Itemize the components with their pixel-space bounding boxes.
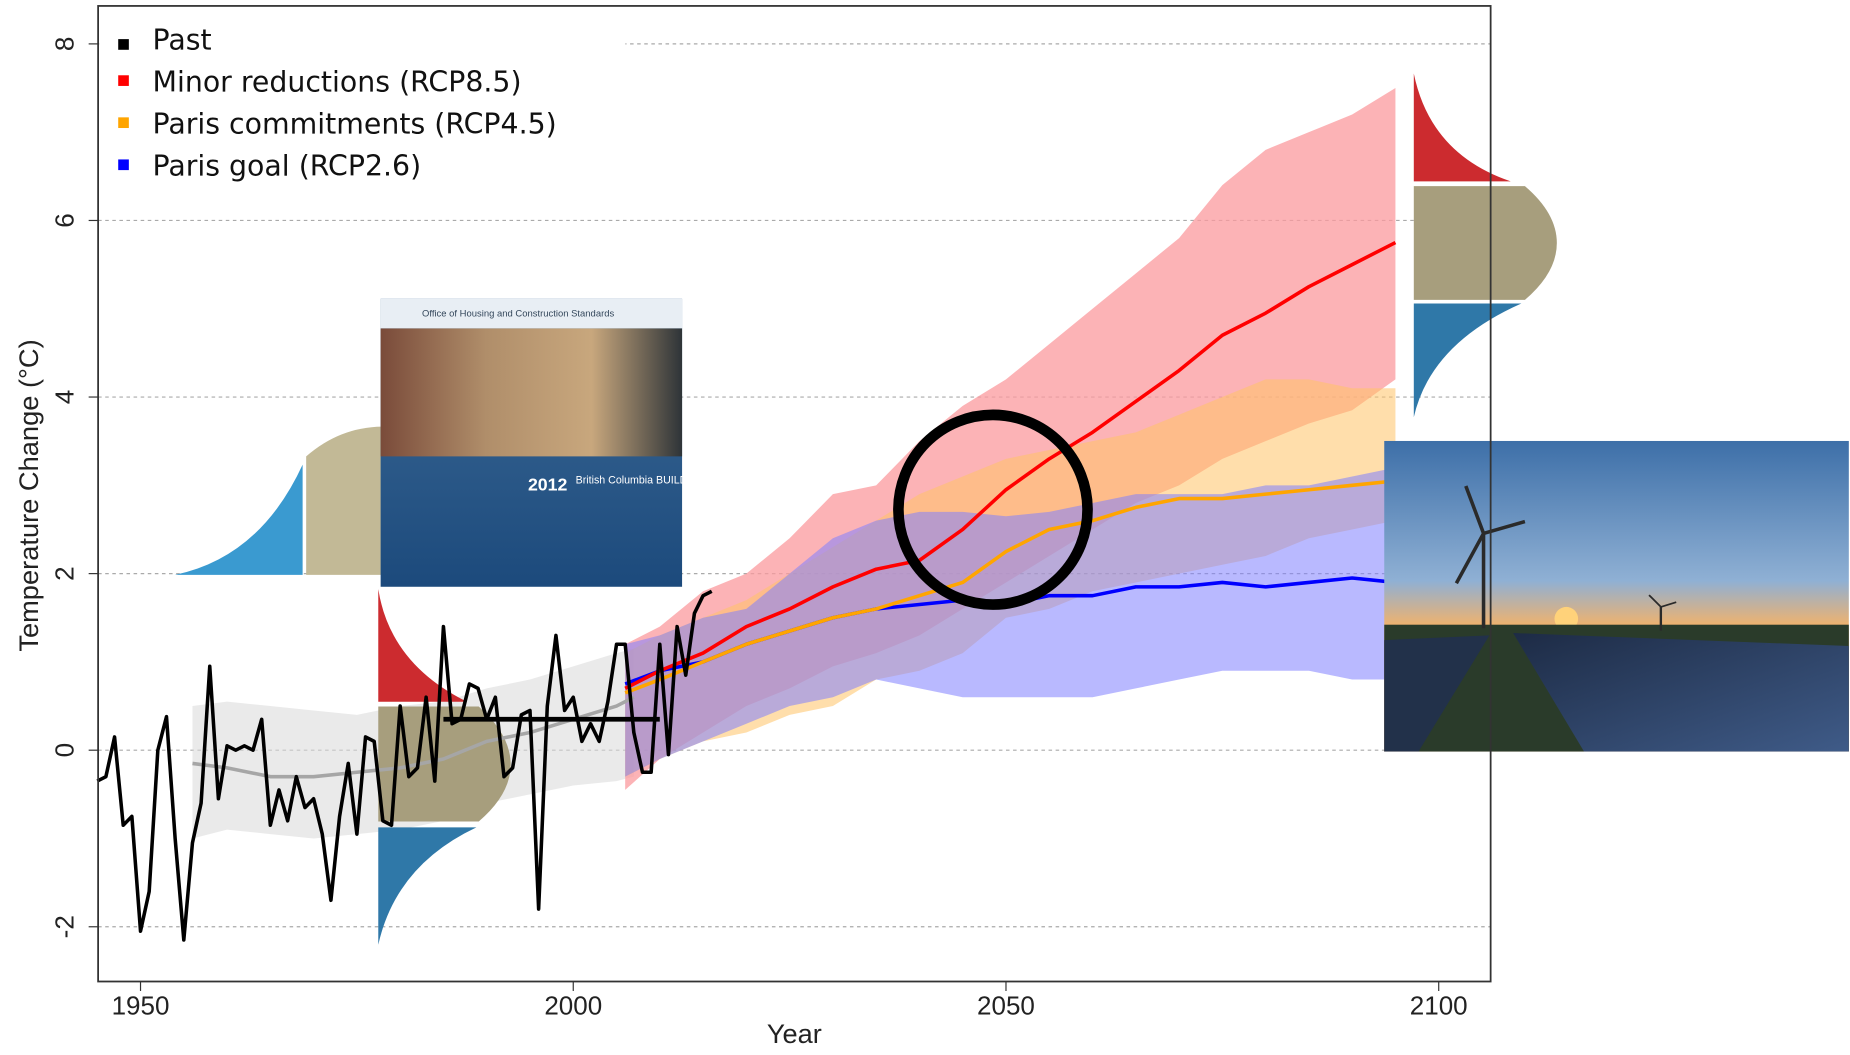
y-tick-label: 6 (49, 213, 79, 228)
legend-label: Minor reductions (RCP8.5) (152, 66, 521, 99)
cover-image: Office of Housing and Construction Stand… (381, 299, 740, 587)
legend-swatch (118, 39, 129, 50)
y-tick-label: 0 (49, 743, 79, 758)
dist-blue-right (1414, 303, 1522, 417)
page: {"chart_data": { "type": "line", "x_labe… (0, 0, 1850, 1055)
legend-swatch (118, 75, 129, 86)
x-axis-label: Year (767, 1018, 822, 1049)
cover-title: British Columbia BUILDING CODE (576, 475, 740, 487)
x-tick-label: 2050 (977, 991, 1035, 1021)
energy-photo (1384, 441, 1849, 752)
legend-swatch (118, 117, 129, 128)
legend-label: Past (152, 23, 211, 56)
x-tick-label: 1950 (112, 991, 170, 1021)
x-tick-label: 2000 (544, 991, 602, 1021)
y-axis-label: Temperature Change (°C) (13, 339, 44, 651)
dist-tan-right (1414, 186, 1557, 300)
dist-red-right (1414, 73, 1511, 181)
dist-red-mid (378, 589, 467, 702)
y-tick-label: 8 (49, 37, 79, 52)
legend-swatch (118, 159, 129, 170)
dist-blue-left (175, 465, 303, 575)
chart: Office of Housing and Construction Stand… (0, 0, 1850, 1055)
cover-photo (381, 328, 682, 456)
x-tick-label: 2100 (1410, 991, 1468, 1021)
y-tick-label: 4 (49, 390, 79, 405)
dist-tan-left (306, 427, 390, 575)
cover-office: Office of Housing and Construction Stand… (422, 308, 614, 319)
y-tick-label: -2 (49, 915, 79, 938)
legend-label: Paris goal (RCP2.6) (152, 150, 421, 183)
y-tick-label: 2 (49, 566, 79, 581)
legend-label: Paris commitments (RCP4.5) (152, 108, 556, 141)
cover-year: 2012 (528, 475, 568, 495)
